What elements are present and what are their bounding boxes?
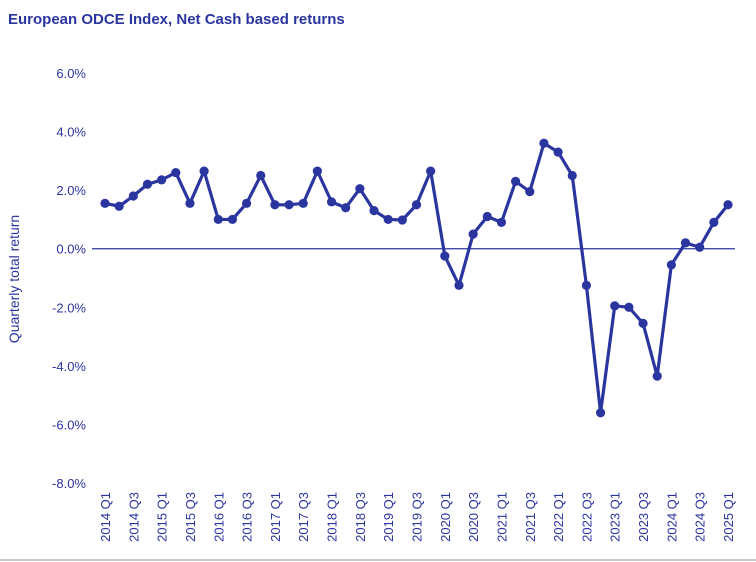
data-point <box>213 214 223 225</box>
data-point <box>100 198 110 208</box>
series-path <box>103 141 730 415</box>
x-tick-label: 2020 Q1 <box>438 492 453 542</box>
chart-title: European ODCE Index, Net Cash based retu… <box>8 11 345 28</box>
x-tick-label: 2016 Q1 <box>211 492 226 542</box>
data-point <box>369 206 379 216</box>
data-point <box>355 184 365 194</box>
x-tick-label: 2025 Q1 <box>721 492 736 542</box>
x-tick-label: 2021 Q3 <box>523 492 538 542</box>
x-tick-label: 2022 Q3 <box>579 492 594 542</box>
y-tick-label: 2.0% <box>56 183 86 198</box>
x-tick-label: 2015 Q1 <box>155 492 170 542</box>
data-point <box>114 201 124 211</box>
data-point <box>553 147 563 157</box>
data-point <box>397 215 407 225</box>
data-point <box>185 198 195 208</box>
data-point <box>482 211 492 222</box>
x-tick-label: 2018 Q1 <box>325 492 340 542</box>
y-axis: 6.0% 4.0% 2.0% 0.0% -2.0% -4.0% -6.0% -8.0% <box>52 66 735 491</box>
data-point <box>723 200 733 210</box>
data-point <box>525 187 535 197</box>
y-tick-label: 4.0% <box>56 125 86 140</box>
x-tick-label: 2024 Q3 <box>693 492 708 542</box>
x-tick-label: 2024 Q1 <box>664 492 679 542</box>
y-tick-label: -4.0% <box>52 359 86 374</box>
data-point <box>581 280 592 290</box>
data-point <box>341 203 351 213</box>
data-point <box>142 179 153 189</box>
x-tick-label: 2020 Q3 <box>466 492 481 542</box>
x-tick-label: 2018 Q3 <box>353 492 368 542</box>
data-point <box>256 170 266 181</box>
data-point <box>284 200 294 210</box>
y-tick-label: -6.0% <box>52 417 86 432</box>
x-tick-label: 2023 Q3 <box>636 492 651 542</box>
data-point <box>652 371 662 381</box>
data-point <box>511 176 521 186</box>
data-point <box>298 198 308 208</box>
data-point <box>326 197 337 207</box>
data-point <box>411 200 422 210</box>
data-point <box>383 214 393 225</box>
data-point <box>567 170 577 181</box>
x-tick-label: 2023 Q1 <box>608 492 623 542</box>
data-point <box>468 229 478 239</box>
x-tick-label: 2016 Q3 <box>240 492 255 542</box>
x-tick-label: 2014 Q3 <box>126 492 141 542</box>
data-point <box>199 166 209 176</box>
data-point <box>128 191 138 201</box>
y-tick-label: 6.0% <box>56 66 86 81</box>
data-point <box>638 318 648 328</box>
x-tick-label: 2019 Q3 <box>410 492 425 542</box>
x-tick-label: 2014 Q1 <box>98 492 113 542</box>
x-tick-label: 2017 Q3 <box>296 492 311 542</box>
series-line <box>100 138 733 418</box>
data-point <box>610 301 620 311</box>
x-tick-label: 2021 Q1 <box>494 492 509 542</box>
data-point <box>624 302 634 312</box>
data-point <box>695 242 705 252</box>
data-point <box>157 175 167 185</box>
data-point <box>666 260 676 270</box>
data-point <box>496 217 507 227</box>
y-axis-label: Quarterly total return <box>6 215 22 343</box>
data-point <box>454 280 464 290</box>
data-point <box>270 200 280 210</box>
data-point <box>227 214 238 225</box>
x-tick-label: 2019 Q1 <box>381 492 396 542</box>
y-tick-label: 0.0% <box>56 242 86 257</box>
data-point <box>171 167 181 178</box>
data-point <box>595 408 606 418</box>
y-tick-label: -8.0% <box>52 476 86 491</box>
data-point <box>241 198 252 208</box>
x-tick-label: 2015 Q3 <box>183 492 198 542</box>
data-point <box>539 138 549 148</box>
x-axis: 2014 Q1 2014 Q3 2015 Q1 2015 Q3 2016 Q1 2016 … <box>0 492 756 561</box>
data-point <box>426 166 436 176</box>
y-tick-label: -2.0% <box>52 300 86 315</box>
data-point <box>440 251 450 261</box>
data-point <box>680 238 691 248</box>
x-tick-label: 2022 Q1 <box>551 492 566 542</box>
data-point <box>312 166 322 176</box>
x-tick-label: 2017 Q1 <box>268 492 283 542</box>
data-point <box>709 217 719 227</box>
